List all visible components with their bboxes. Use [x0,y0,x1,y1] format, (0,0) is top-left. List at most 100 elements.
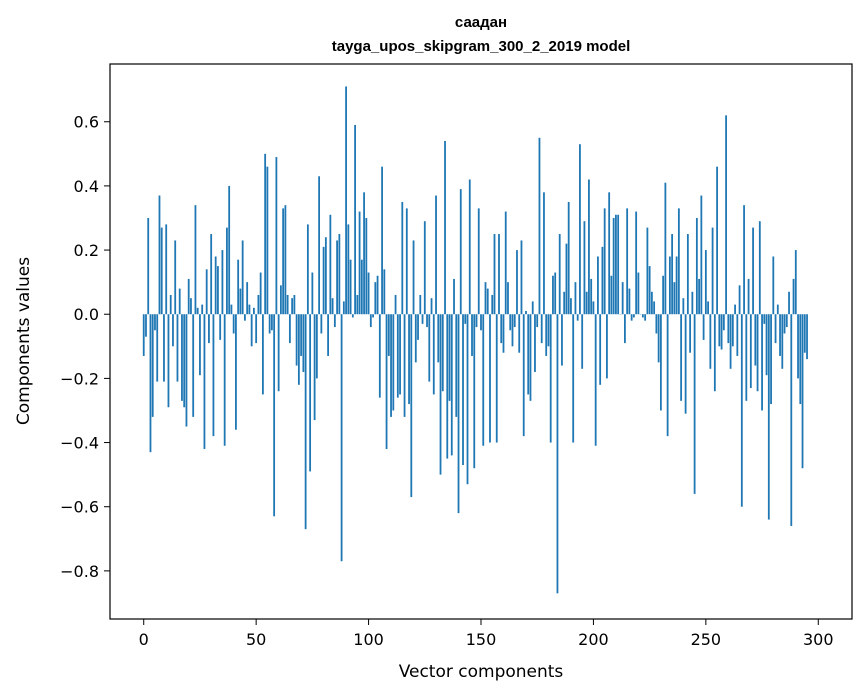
bar-50 [255,314,258,344]
bar-138 [453,278,455,315]
bar-137 [450,314,453,456]
chart-title: саадан [455,14,507,31]
y-tick-label: −0.4 [60,434,99,453]
bar-227 [653,301,656,315]
bar-160 [502,314,505,353]
bar-113 [396,314,399,398]
bar-76 [313,314,316,421]
bar-36 [223,314,226,446]
bar-60 [277,314,280,392]
bar-165 [513,314,516,328]
bar-282 [776,304,779,315]
bar-49 [253,307,255,315]
bar-8 [160,227,163,315]
bar-275 [761,314,763,411]
bar-208 [610,275,613,315]
bar-195 [581,314,584,369]
bar-232 [664,182,667,315]
y-tick-label: 0.4 [74,177,99,196]
bar-12 [169,294,172,315]
bar-289 [792,278,795,315]
bar-291 [797,314,799,379]
bar-98 [363,192,365,315]
bar-159 [500,314,503,344]
bar-189 [567,201,570,315]
bar-153 [486,288,489,315]
bar-238 [677,208,680,315]
bar-277 [765,314,768,376]
bar-265 [738,285,741,315]
bar-11 [167,314,170,408]
bar-48 [250,314,253,347]
bar-86 [336,240,338,315]
bar-220 [637,272,640,315]
bar-233 [666,314,669,437]
bar-43 [239,288,242,315]
bar-136 [448,314,451,401]
bar-188 [565,243,568,315]
bar-293 [801,314,804,469]
bar-230 [659,314,662,411]
bar-135 [446,314,449,459]
bar-56 [268,314,271,334]
bar-234 [668,256,671,315]
x-tick-label: 250 [691,630,722,649]
bar-144 [466,314,469,485]
bar-62 [282,208,285,315]
bar-71 [302,314,305,372]
x-axis-label: Vector components [399,662,564,682]
bar-41 [235,314,237,430]
bar-285 [783,314,786,334]
x-tick-label: 150 [466,630,497,649]
x-tick-label: 0 [139,630,149,649]
bar-290 [794,250,797,315]
bar-13 [172,314,174,347]
bar-200 [592,301,595,315]
bar-215 [626,208,629,315]
bar-79 [320,314,323,334]
bar-10 [165,224,168,315]
bar-59 [275,157,278,315]
bar-223 [644,314,647,321]
bar-4 [151,314,154,417]
bar-257 [720,314,723,350]
bar-111 [392,314,395,411]
bar-6 [156,314,159,382]
bar-100 [367,272,370,315]
bar-91 [347,224,350,315]
bar-222 [641,314,644,318]
bar-197 [585,291,588,315]
bar-193 [576,314,579,321]
bar-51 [257,294,260,315]
bar-244 [691,291,694,315]
bar-133 [441,314,444,392]
bar-278 [767,314,770,520]
bar-114 [399,314,401,395]
bar-67 [293,294,296,315]
bar-77 [315,314,318,379]
bar-239 [680,314,683,401]
bar-25 [199,314,201,376]
bar-272 [754,314,757,366]
bar-115 [401,201,404,315]
bar-224 [646,227,649,315]
bar-266 [740,314,743,507]
bar-103 [374,282,377,315]
bar-187 [563,291,566,315]
bar-44 [241,240,244,315]
bar-143 [464,314,467,324]
bar-192 [574,282,577,315]
bar-199 [590,278,593,315]
bar-14 [174,240,177,315]
bar-174 [534,314,536,372]
bar-102 [372,314,374,318]
bar-57 [270,314,273,331]
bar-74 [309,314,312,472]
bar-119 [410,314,413,498]
bar-40 [232,314,235,334]
y-tick-label: 0.0 [74,305,99,324]
bar-295 [806,314,808,360]
bar-30 [210,234,213,315]
bar-85 [333,314,336,328]
